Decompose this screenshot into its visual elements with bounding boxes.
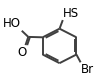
Text: O: O — [17, 46, 27, 59]
Text: HO: HO — [3, 17, 21, 30]
Text: HS: HS — [63, 7, 79, 20]
Text: Br: Br — [81, 63, 94, 76]
